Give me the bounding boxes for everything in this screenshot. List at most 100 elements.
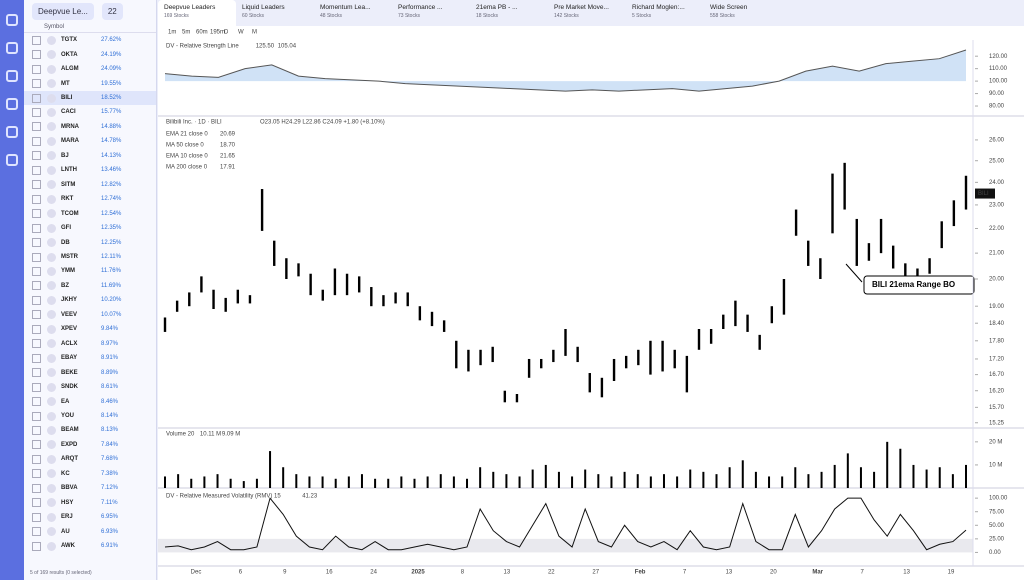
change: 12.82%: [101, 181, 122, 188]
watchlist-row[interactable]: CACI 15.77%: [24, 105, 156, 119]
tab-count: 48 Stocks: [320, 13, 342, 19]
watchlist-row[interactable]: KC 7.38%: [24, 467, 156, 481]
logo: [47, 483, 56, 493]
symbol: EBAY: [61, 355, 78, 362]
watchlist-row[interactable]: LNTH 13.46%: [24, 163, 156, 177]
icon-rail: [0, 0, 24, 580]
symbol: YMM: [61, 268, 75, 275]
watchlist-row[interactable]: BBVA 7.12%: [24, 481, 156, 495]
tab-count: 5 Stocks: [632, 13, 652, 19]
logo: [47, 209, 56, 219]
timeframe[interactable]: 60m: [196, 30, 208, 36]
watchlist-row[interactable]: YOU 8.14%: [24, 409, 156, 423]
watchlist-row[interactable]: MRNA 14.88%: [24, 120, 156, 134]
timeframe[interactable]: W: [238, 30, 244, 36]
checkbox: [32, 469, 41, 479]
tab[interactable]: Momentum Lea... 48 Stocks: [314, 0, 392, 26]
watchlist-row[interactable]: ERJ 6.95%: [24, 510, 156, 524]
timeframe[interactable]: M: [252, 30, 257, 36]
watchlist-row[interactable]: EBAY 8.91%: [24, 351, 156, 365]
tab[interactable]: Wide Screen 558 Stocks: [704, 0, 782, 26]
watchlist-row[interactable]: BEAM 8.13%: [24, 423, 156, 437]
logo: [47, 469, 56, 479]
checkbox: [32, 180, 41, 190]
tab[interactable]: Performance ... 73 Stocks: [392, 0, 470, 26]
change: 8.14%: [101, 413, 119, 419]
symbol: LNTH: [61, 167, 77, 174]
y-tick-label: 10 M: [989, 463, 1002, 469]
logo: [47, 281, 56, 291]
watchlist-row[interactable]: OKTA 24.19%: [24, 47, 156, 61]
checkbox: [32, 527, 41, 537]
volume-bar: [531, 469, 534, 488]
change: 12.54%: [101, 210, 122, 217]
change: 15.77%: [101, 109, 122, 116]
watchlist-row[interactable]: JKHY 10.20%: [24, 293, 156, 307]
logo: [47, 194, 56, 204]
watchlist-row[interactable]: SNDK 8.61%: [24, 380, 156, 394]
watchlist-row[interactable]: AU 6.93%: [24, 524, 156, 538]
rows: TGTX 27.62% OKTA 24.19% ALGM 24.09% MT 19.55% BI…: [24, 33, 156, 553]
watchlist-row[interactable]: AWK 6.91%: [24, 539, 156, 553]
x-tick-label: 27: [592, 570, 599, 576]
volume-bar: [242, 481, 245, 488]
watchlist-row[interactable]: MT 19.55%: [24, 76, 156, 90]
tab[interactable]: Liquid Leaders 60 Stocks: [236, 0, 314, 26]
symbol: BEAM: [61, 427, 79, 434]
watchlist-row[interactable]: TCOM 12.54%: [24, 206, 156, 220]
change: 18.52%: [101, 95, 122, 102]
symbol: OKTA: [61, 51, 78, 58]
volume-bar: [164, 476, 166, 488]
watchlist-row[interactable]: MSTR 12.11%: [24, 250, 156, 264]
timeframe[interactable]: D: [224, 30, 229, 36]
watchlist-title[interactable]: Deepvue Le...: [32, 2, 94, 20]
watchlist-row[interactable]: GFI 12.35%: [24, 221, 156, 235]
tab-name: 21ema PB - ...: [476, 4, 518, 11]
watchlist-row[interactable]: ALGM 24.09%: [24, 62, 156, 76]
annotation-arrow: [845, 263, 863, 283]
tab[interactable]: Pre Market Move... 142 Stocks: [548, 0, 626, 26]
y-tick-label: 0.00: [989, 550, 1001, 556]
timeframe[interactable]: 1m: [168, 30, 176, 36]
volume-bar: [689, 469, 692, 488]
volume-bar: [912, 464, 915, 488]
volume-bar: [676, 476, 679, 488]
watchlist-row[interactable]: BJ 14.13%: [24, 149, 156, 163]
timeframe[interactable]: 5m: [182, 30, 190, 36]
tab[interactable]: 21ema PB - ... 18 Stocks: [470, 0, 548, 26]
watchlist-row[interactable]: DB 12.25%: [24, 235, 156, 249]
watchlist-row[interactable]: EXPD 7.84%: [24, 438, 156, 452]
watchlist-row[interactable]: YMM 11.76%: [24, 264, 156, 278]
volume-bar: [295, 474, 298, 488]
tab[interactable]: Richard Moglen:... 5 Stocks: [626, 0, 704, 26]
watchlist-row[interactable]: ACLX 8.97%: [24, 337, 156, 351]
watchlist-row[interactable]: TGTX 27.62%: [24, 33, 156, 47]
watchlist-row[interactable]: SITM 12.82%: [24, 178, 156, 192]
logo: [47, 324, 56, 334]
change: 14.78%: [101, 138, 122, 145]
tab-count: 142 Stocks: [554, 13, 579, 19]
watchlist-row[interactable]: BILI 18.52%: [24, 90, 156, 106]
watchlist-row[interactable]: BEKE 8.89%: [24, 365, 156, 379]
volume-bar: [190, 478, 193, 488]
watchlist-row[interactable]: ARQT 7.68%: [24, 452, 156, 466]
checkbox: [32, 353, 41, 363]
watchlist-row[interactable]: EA 8.46%: [24, 394, 156, 408]
volume-bar: [203, 476, 206, 488]
watchlist-row[interactable]: RKT 12.74%: [24, 192, 156, 206]
watchlist-row[interactable]: XPEV 9.84%: [24, 322, 156, 336]
watchlist-count: 22: [101, 2, 123, 20]
change: 7.84%: [101, 441, 119, 448]
checkbox: [32, 512, 41, 522]
watchlist-row[interactable]: HSY 7.11%: [24, 496, 156, 510]
watchlist-row[interactable]: BZ 11.69%: [24, 279, 156, 293]
tab[interactable]: Deepvue Leaders 169 Stocks: [158, 0, 236, 26]
logo: [47, 35, 56, 45]
volume-bar: [794, 467, 797, 488]
price-tag: BILI: [978, 191, 989, 197]
change: 6.91%: [101, 543, 119, 550]
x-tick-label: 20: [770, 570, 777, 576]
timeframe[interactable]: 195m: [210, 30, 225, 36]
watchlist-row[interactable]: MARA 14.78%: [24, 134, 156, 148]
watchlist-row[interactable]: VEEV 10.07%: [24, 308, 156, 322]
